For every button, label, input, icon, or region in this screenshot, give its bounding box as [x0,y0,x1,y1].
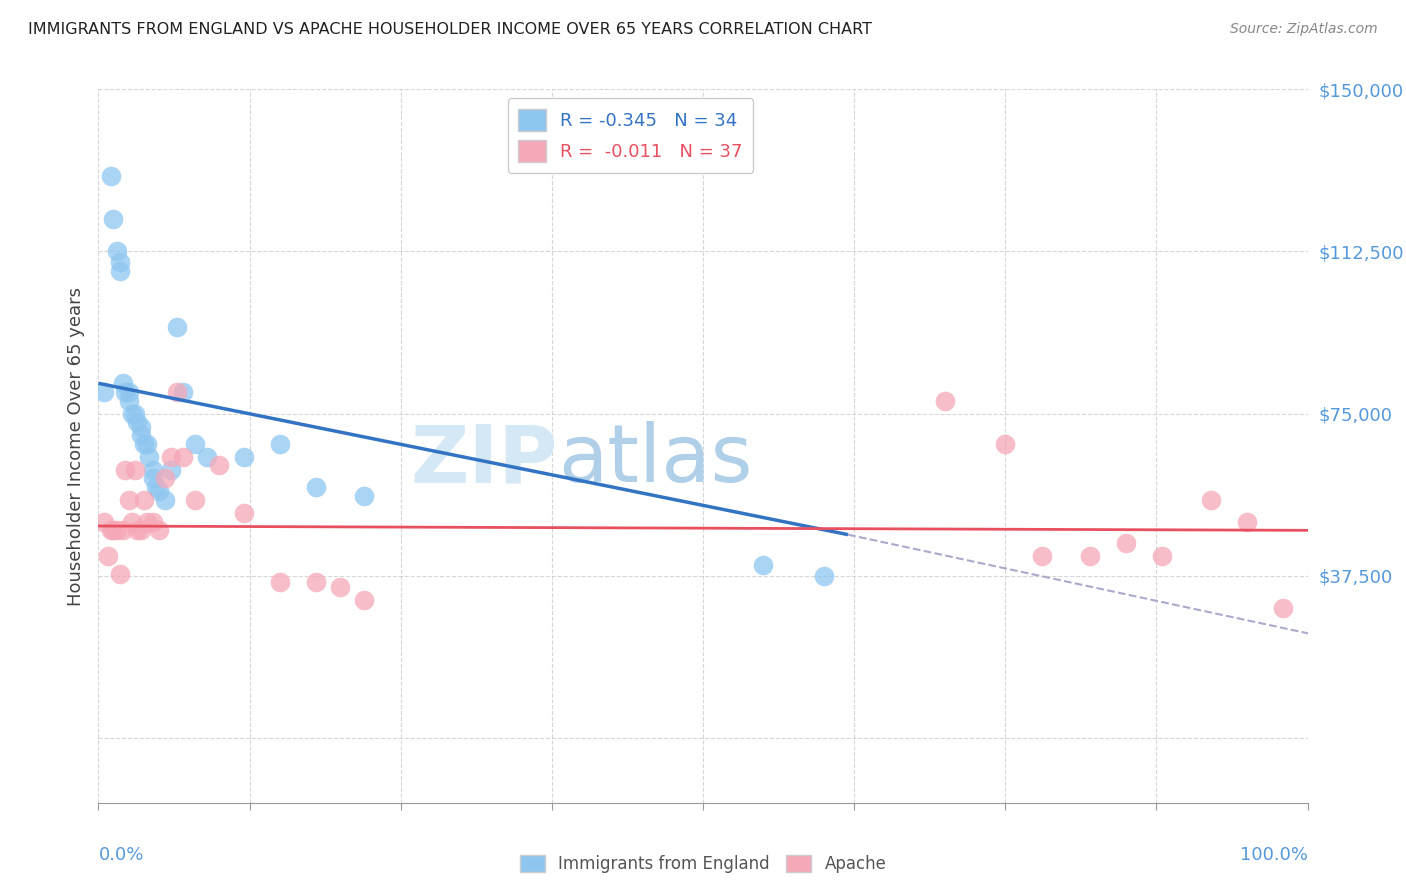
Text: 100.0%: 100.0% [1240,846,1308,863]
Text: IMMIGRANTS FROM ENGLAND VS APACHE HOUSEHOLDER INCOME OVER 65 YEARS CORRELATION C: IMMIGRANTS FROM ENGLAND VS APACHE HOUSEH… [28,22,872,37]
Point [138,450,160,464]
Text: 0.0%: 0.0% [98,846,143,863]
Point [153,493,176,508]
Point [1236,515,1258,529]
Point [105,244,128,259]
Point [93,384,115,399]
Point [111,524,134,538]
Point [121,515,143,529]
Point [135,515,157,529]
Point [114,463,136,477]
Point [127,415,149,429]
Point [148,524,170,538]
Point [105,524,128,538]
Text: atlas: atlas [558,421,752,500]
Point [994,437,1017,451]
Point [148,484,170,499]
Point [172,450,194,464]
Point [129,419,152,434]
Point [142,463,165,477]
Point [934,393,956,408]
Point [1152,549,1174,564]
Point [134,493,156,508]
Y-axis label: Householder Income Over 65 years: Householder Income Over 65 years [66,286,84,606]
Point [305,575,328,590]
Point [1115,536,1137,550]
Point [752,558,775,572]
Point [195,450,218,464]
Point [232,506,254,520]
Point [353,592,375,607]
Point [100,169,122,183]
Point [269,437,291,451]
Point [1272,601,1295,615]
Point [114,384,136,399]
Point [269,575,291,590]
Point [153,471,176,485]
Point [145,480,167,494]
Point [135,437,157,451]
Point [166,384,188,399]
Point [101,524,124,538]
Point [160,463,183,477]
Point [184,493,207,508]
Legend: Immigrants from England, Apache: Immigrants from England, Apache [513,848,893,880]
Point [97,549,120,564]
Point [305,480,328,494]
Point [1031,549,1053,564]
Point [142,515,165,529]
Point [184,437,207,451]
Point [1199,493,1222,508]
Point [142,471,165,485]
Point [127,524,149,538]
Text: Source: ZipAtlas.com: Source: ZipAtlas.com [1230,22,1378,37]
Text: ZIP: ZIP [411,421,558,500]
Point [232,450,254,464]
Point [124,463,146,477]
Point [118,384,141,399]
Point [121,407,143,421]
Point [93,515,115,529]
Point [108,255,131,269]
Point [134,437,156,451]
Point [208,458,231,473]
Point [118,493,141,508]
Point [118,393,141,408]
Point [124,407,146,421]
Point [100,524,122,538]
Point [1078,549,1101,564]
Point [129,524,152,538]
Point [108,566,131,581]
Point [108,264,131,278]
Point [111,376,134,391]
Point [166,320,188,334]
Point [813,568,835,582]
Point [172,384,194,399]
Point [353,489,375,503]
Point [129,428,152,442]
Point [160,450,183,464]
Point [101,211,124,226]
Point [329,580,352,594]
